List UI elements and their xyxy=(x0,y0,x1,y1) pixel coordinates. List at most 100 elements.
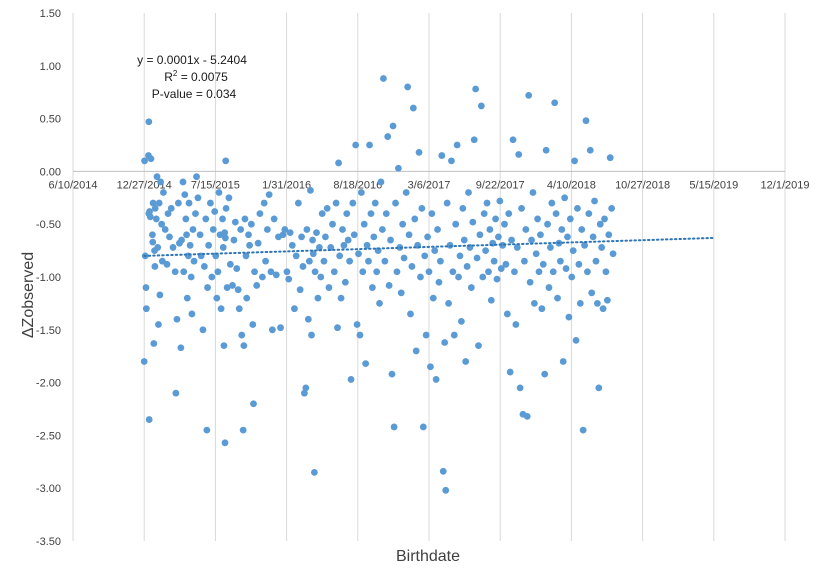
data-point xyxy=(153,173,161,181)
data-point xyxy=(472,85,480,93)
data-point xyxy=(578,226,586,233)
data-point xyxy=(407,310,414,318)
data-point xyxy=(443,199,451,207)
data-point xyxy=(509,136,517,144)
data-point xyxy=(148,231,156,239)
data-point xyxy=(450,331,458,339)
data-point xyxy=(373,268,381,276)
data-point xyxy=(404,83,412,91)
data-point xyxy=(568,273,576,281)
data-point xyxy=(366,141,373,149)
y-tick-label: -1.00 xyxy=(36,272,61,284)
data-point xyxy=(571,157,579,165)
data-point xyxy=(147,155,155,163)
data-point xyxy=(142,284,150,291)
data-point xyxy=(493,275,501,283)
data-point xyxy=(254,239,262,247)
data-point xyxy=(200,263,208,270)
data-point xyxy=(367,210,375,218)
data-point xyxy=(149,199,157,207)
data-point xyxy=(566,215,574,223)
data-point xyxy=(249,321,257,328)
data-point xyxy=(337,294,345,302)
data-point xyxy=(314,294,322,302)
data-point xyxy=(339,226,346,233)
data-point xyxy=(511,268,518,276)
data-point xyxy=(434,226,441,233)
data-point xyxy=(523,412,531,420)
y-tick-label: -3.50 xyxy=(36,536,61,548)
p-value-label: P-value = 0.034 xyxy=(152,87,237,101)
data-point xyxy=(283,268,291,276)
data-point xyxy=(585,210,593,218)
data-point xyxy=(408,263,416,270)
data-point xyxy=(173,315,181,323)
data-point xyxy=(606,154,614,162)
data-point xyxy=(518,204,525,212)
data-point xyxy=(156,291,164,299)
data-point xyxy=(356,331,364,339)
data-point xyxy=(294,199,302,207)
data-point xyxy=(456,252,464,260)
data-point xyxy=(151,204,159,212)
data-point xyxy=(552,210,560,218)
data-point xyxy=(219,244,227,251)
y-tick-label: -2.00 xyxy=(36,378,61,390)
data-point xyxy=(310,468,318,476)
data-point xyxy=(441,339,449,346)
data-point xyxy=(253,282,261,289)
data-point xyxy=(262,257,269,265)
data-point xyxy=(194,194,202,202)
data-point xyxy=(296,286,304,294)
x-tick-label: 3/6/2017 xyxy=(408,179,451,191)
data-point xyxy=(582,117,590,125)
data-point xyxy=(322,233,329,241)
data-point xyxy=(340,241,348,249)
data-point xyxy=(286,229,294,237)
data-point xyxy=(199,326,207,334)
data-point xyxy=(240,342,248,350)
data-point xyxy=(473,254,481,262)
data-point xyxy=(530,300,538,307)
data-point xyxy=(166,233,173,241)
r-squared-value: = 0.0075 xyxy=(177,70,228,84)
data-point xyxy=(561,194,569,202)
data-point xyxy=(309,250,317,258)
data-point xyxy=(292,252,300,260)
data-point xyxy=(279,231,287,239)
data-point xyxy=(343,210,351,218)
data-point xyxy=(608,204,616,212)
data-point xyxy=(192,210,199,218)
y-tick-label: -1.50 xyxy=(36,325,61,337)
data-point xyxy=(164,210,172,218)
data-point xyxy=(522,226,530,233)
data-point xyxy=(503,310,511,318)
data-point xyxy=(221,234,229,242)
data-point xyxy=(332,199,340,207)
data-point xyxy=(412,347,420,355)
data-point xyxy=(508,236,515,244)
data-point xyxy=(415,148,423,156)
data-point xyxy=(368,284,376,291)
data-point xyxy=(346,257,354,265)
data-point xyxy=(329,220,336,228)
data-point xyxy=(490,257,498,265)
x-tick-label: 12/1/2019 xyxy=(761,179,810,191)
data-point xyxy=(558,226,566,233)
data-point xyxy=(344,236,352,244)
data-point xyxy=(155,321,162,328)
data-point xyxy=(160,189,167,196)
data-point xyxy=(317,273,325,281)
data-point xyxy=(350,231,358,239)
data-point xyxy=(251,268,258,276)
data-point xyxy=(435,278,443,286)
data-point xyxy=(400,254,408,262)
data-point xyxy=(532,250,540,258)
data-point xyxy=(235,305,243,313)
data-point xyxy=(457,317,465,325)
data-point xyxy=(242,252,250,260)
data-point xyxy=(308,331,315,339)
data-point xyxy=(245,231,252,239)
data-point xyxy=(167,204,175,212)
data-point xyxy=(599,305,607,313)
